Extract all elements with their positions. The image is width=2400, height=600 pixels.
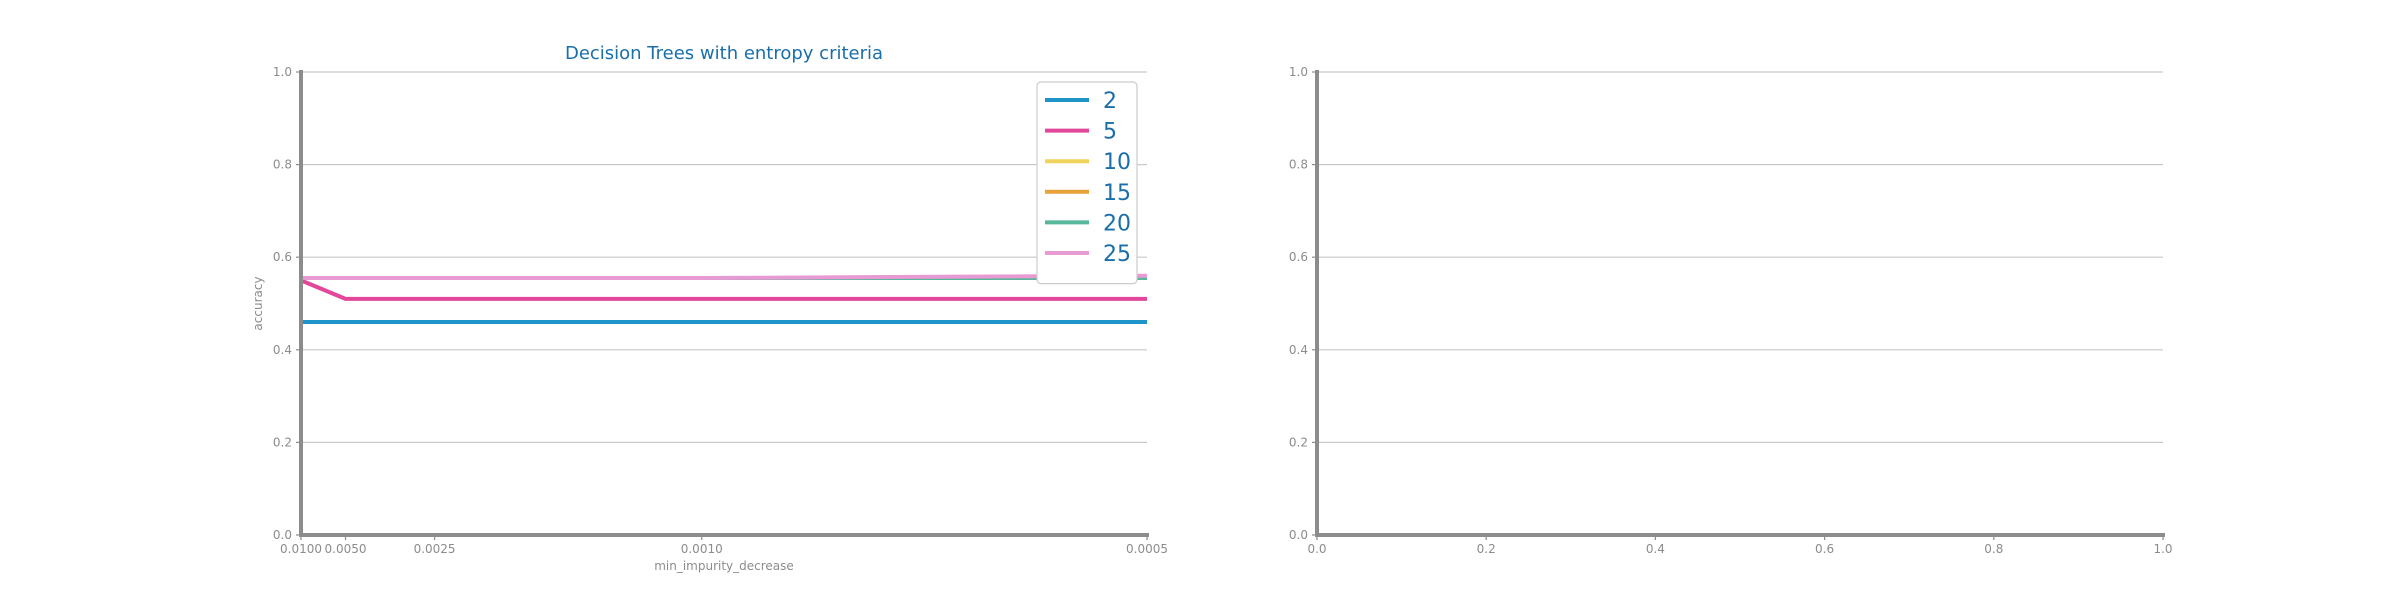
y-tick-label: 0.4	[273, 343, 292, 357]
y-tick-label: 1.0	[273, 65, 292, 79]
x-tick-label: 0.0025	[414, 542, 456, 556]
x-axis-label: min_impurity_decrease	[654, 559, 794, 573]
y-tick-label: 0.6	[1289, 250, 1308, 264]
x-tick-label: 0.0050	[325, 542, 367, 556]
y-tick-label: 0.2	[273, 435, 292, 449]
legend-label-15: 15	[1103, 181, 1131, 206]
chart-panel-left: 0.0 0.2 0.4 0.6 0.8 1.0 0.0100 0.0050 0.0025 0.00…	[251, 43, 1168, 573]
legend-label-25: 25	[1103, 242, 1131, 267]
y-tick-label: 0.0	[1289, 528, 1308, 542]
y-tick-label: 1.0	[1289, 65, 1308, 79]
y-tick-label: 0.4	[1289, 343, 1308, 357]
y-tick-label: 0.2	[1289, 435, 1308, 449]
x-tick-label: 0.2	[1477, 542, 1496, 556]
x-tick-label: 0.0005	[1126, 542, 1168, 556]
legend-label-10: 10	[1103, 150, 1131, 175]
chart-title: Decision Trees with entropy criteria	[565, 43, 883, 64]
legend-label-5: 5	[1103, 120, 1117, 145]
legend-label-20: 20	[1103, 211, 1131, 236]
y-tick-label: 0.0	[273, 528, 292, 542]
x-tick-label: 0.0100	[280, 542, 322, 556]
x-tick-label: 0.8	[1984, 542, 2003, 556]
series-line-25	[301, 273, 1148, 281]
y-tick-label: 0.8	[273, 158, 292, 172]
x-tick-label: 0.0010	[681, 542, 723, 556]
chart-panel-right: 0.0 0.2 0.4 0.6 0.8 1.0 0.0 0.2 0.4 0.6 0.8 1.0	[1289, 65, 2173, 556]
y-axis-label: accuracy	[251, 276, 265, 330]
y-tick-label: 0.8	[1289, 158, 1308, 172]
x-tick-label: 0.0	[1307, 542, 1326, 556]
legend-label-2: 2	[1103, 89, 1117, 114]
series-line-5	[300, 278, 1147, 301]
x-tick-label: 0.6	[1815, 542, 1834, 556]
y-tick-label: 0.6	[273, 250, 292, 264]
x-tick-label: 0.4	[1646, 542, 1665, 556]
x-tick-label: 1.0	[2153, 542, 2172, 556]
